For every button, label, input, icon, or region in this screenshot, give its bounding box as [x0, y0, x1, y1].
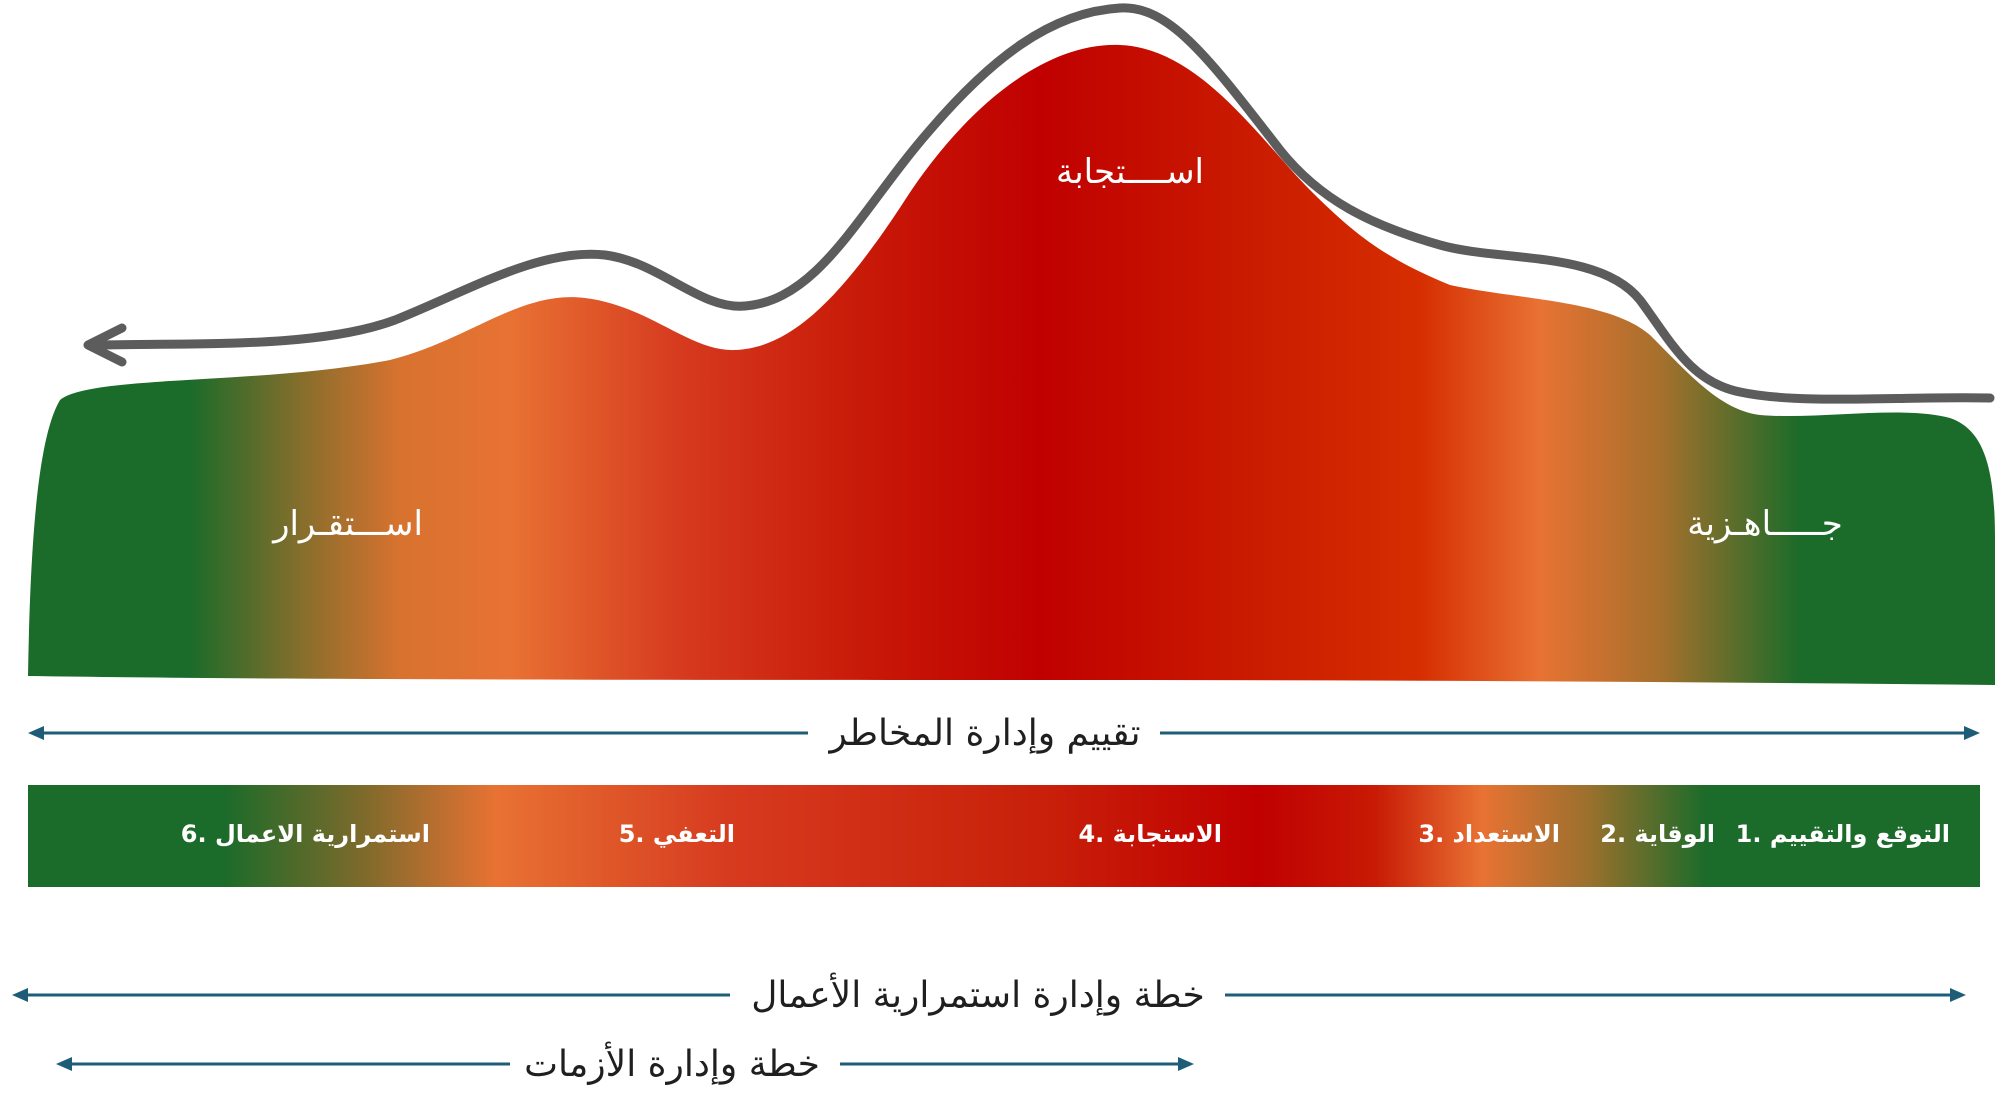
phase-curve — [90, 3, 1995, 404]
risk-management-label: تقييم وإدارة المخاطر — [828, 713, 1141, 754]
phase-1-label: 1. التوقع والتقييم — [1736, 820, 1950, 848]
crisis-management-label: خطة وإدارة الأزمات — [524, 1041, 820, 1085]
curve-arrowhead — [83, 323, 127, 367]
phase-5-label: 5. التعفي — [619, 820, 735, 848]
phase-bar — [28, 785, 1980, 887]
label-readiness: جـــــاهـزية — [1687, 504, 1843, 544]
label-stability: اســـتقـرار — [271, 504, 423, 544]
risk-management-span: تقييم وإدارة المخاطر — [28, 713, 1980, 754]
mountain-shape — [28, 44, 1995, 685]
phase-3-label: 3. الاستعداد — [1418, 820, 1560, 848]
label-response: اســــتجابة — [1056, 152, 1204, 192]
phase-2-label: 2. الوقاية — [1600, 820, 1715, 848]
phase-4-label: 4. الاستجابة — [1078, 820, 1222, 848]
business-continuity-span: خطة وإدارة استمرارية الأعمال — [12, 972, 1966, 1016]
phase-6-label: 6. استمرارية الاعمال — [181, 820, 430, 848]
business-continuity-label: خطة وإدارة استمرارية الأعمال — [751, 972, 1204, 1016]
crisis-management-span: خطة وإدارة الأزمات — [56, 1041, 1194, 1085]
